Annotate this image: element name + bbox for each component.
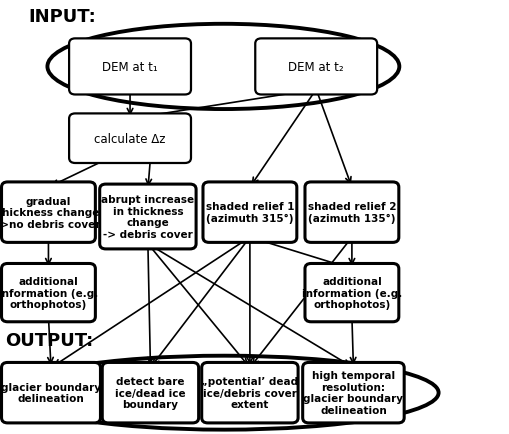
FancyBboxPatch shape xyxy=(69,39,191,95)
FancyBboxPatch shape xyxy=(2,363,100,423)
Text: OUTPUT:: OUTPUT: xyxy=(5,332,93,350)
FancyBboxPatch shape xyxy=(302,363,403,423)
FancyBboxPatch shape xyxy=(304,182,398,243)
Text: calculate Δz: calculate Δz xyxy=(94,132,165,145)
Text: gradual
thickness change
->no debris cover: gradual thickness change ->no debris cov… xyxy=(0,196,100,229)
FancyBboxPatch shape xyxy=(304,264,398,322)
Text: INPUT:: INPUT: xyxy=(28,8,96,26)
Text: shaded relief 2
(azimuth 135°): shaded relief 2 (azimuth 135°) xyxy=(307,202,395,224)
Text: additional
information (e.g.
orthophotos): additional information (e.g. orthophotos… xyxy=(0,276,98,309)
Text: DEM at t₂: DEM at t₂ xyxy=(288,61,344,74)
Text: glacier boundary
delineation: glacier boundary delineation xyxy=(1,382,101,404)
FancyBboxPatch shape xyxy=(102,363,199,423)
FancyBboxPatch shape xyxy=(203,182,296,243)
FancyBboxPatch shape xyxy=(2,182,95,243)
Text: high temporal
resolution:
glacier boundary
delineation: high temporal resolution: glacier bounda… xyxy=(303,371,403,415)
Text: shaded relief 1
(azimuth 315°): shaded relief 1 (azimuth 315°) xyxy=(205,202,294,224)
Text: „potential’ dead
ice/debris cover
extent: „potential’ dead ice/debris cover extent xyxy=(201,376,298,409)
FancyBboxPatch shape xyxy=(99,185,195,249)
FancyBboxPatch shape xyxy=(69,114,191,164)
FancyBboxPatch shape xyxy=(202,363,297,423)
Text: additional
information (e.g.
orthophotos): additional information (e.g. orthophotos… xyxy=(301,276,401,309)
Text: DEM at t₁: DEM at t₁ xyxy=(102,61,158,74)
FancyBboxPatch shape xyxy=(2,264,95,322)
Text: detect bare
ice/dead ice
boundary: detect bare ice/dead ice boundary xyxy=(115,376,185,409)
FancyBboxPatch shape xyxy=(254,39,377,95)
Text: abrupt increase
in thickness
change
-> debris cover: abrupt increase in thickness change -> d… xyxy=(101,195,194,239)
